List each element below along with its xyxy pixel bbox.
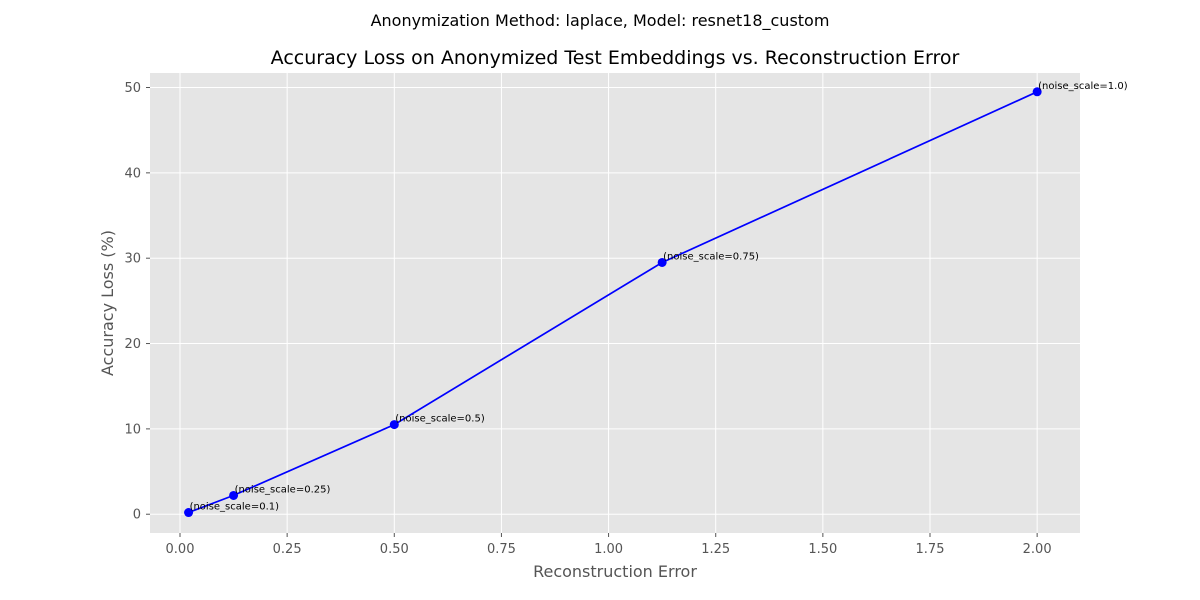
x-tick-label: 1.50: [808, 542, 837, 557]
data-point-label: (noise_scale=0.75): [663, 251, 759, 262]
data-point: [389, 420, 399, 430]
x-tick-label: 0.50: [380, 542, 409, 557]
series-group: (noise_scale=0.1) (noise_scale=0.25) (nois…: [184, 81, 1128, 518]
y-tick-label: 30: [124, 252, 141, 267]
chart-title: Accuracy Loss on Anonymized Test Embeddi…: [271, 47, 960, 69]
x-tick-label: 0.00: [166, 542, 195, 557]
data-point: [184, 508, 194, 518]
x-tick-label: 0.75: [487, 542, 516, 557]
y-tick-label: 20: [124, 337, 141, 352]
figure-suptitle: Anonymization Method: laplace, Model: re…: [371, 11, 830, 31]
y-tick-label: 10: [124, 422, 141, 437]
axis-ticks: 0.00 0.25 0.50 0.75 1.00 1.25 1.50 1.75 2.00 0 10 2…: [124, 81, 1051, 557]
x-tick-label: 1.25: [701, 542, 730, 557]
y-tick-label: 50: [124, 81, 141, 96]
x-tick-label: 1.00: [594, 542, 623, 557]
y-tick-label: 40: [124, 166, 141, 181]
data-point: [229, 490, 239, 500]
data-point: [657, 257, 667, 267]
data-point-label: (noise_scale=0.1): [190, 502, 280, 513]
grid: [150, 73, 1080, 533]
data-point: [1032, 87, 1042, 97]
x-tick-label: 0.25: [273, 542, 302, 557]
x-tick-label: 2.00: [1023, 542, 1052, 557]
plot-area: [150, 73, 1080, 533]
y-tick-label: 0: [133, 508, 141, 523]
data-point-label: (noise_scale=0.25): [235, 484, 331, 495]
x-tick-label: 1.75: [916, 542, 945, 557]
data-point-label: (noise_scale=1.0): [1038, 81, 1128, 92]
data-point-label: (noise_scale=0.5): [395, 414, 485, 425]
x-axis-label: Reconstruction Error: [533, 562, 697, 581]
y-axis-label: Accuracy Loss (%): [98, 230, 117, 376]
